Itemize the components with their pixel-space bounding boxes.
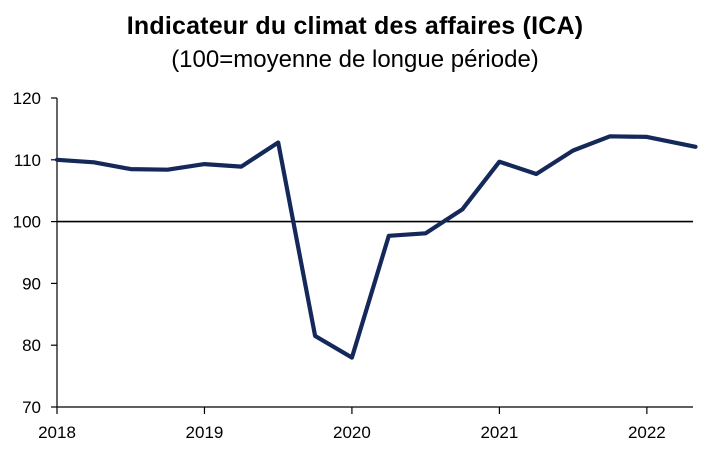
chart-subtitle: (100=moyenne de longue période) (171, 46, 539, 73)
y-axis: 70 80 90 100 110 120 (13, 89, 58, 417)
chart-title: Indicateur du climat des affaires (ICA) (126, 12, 584, 40)
x-tick-label: 2018 (38, 423, 76, 442)
y-tick-label: 120 (13, 89, 41, 108)
y-tick-label: 70 (22, 398, 41, 417)
y-tick-label: 80 (22, 336, 41, 355)
x-tick-label: 2020 (333, 423, 371, 442)
series-group (54, 134, 698, 360)
y-tick-label: 110 (14, 151, 41, 170)
ica-series-line (54, 134, 698, 360)
y-tick-label: 90 (22, 274, 41, 293)
y-tick-label: 100 (13, 213, 41, 232)
x-tick-label: 2019 (186, 423, 224, 442)
x-tick-label: 2021 (480, 423, 518, 442)
x-axis: 2018 2019 2020 2021 2022 (38, 406, 693, 442)
x-tick-label: 2022 (628, 423, 666, 442)
